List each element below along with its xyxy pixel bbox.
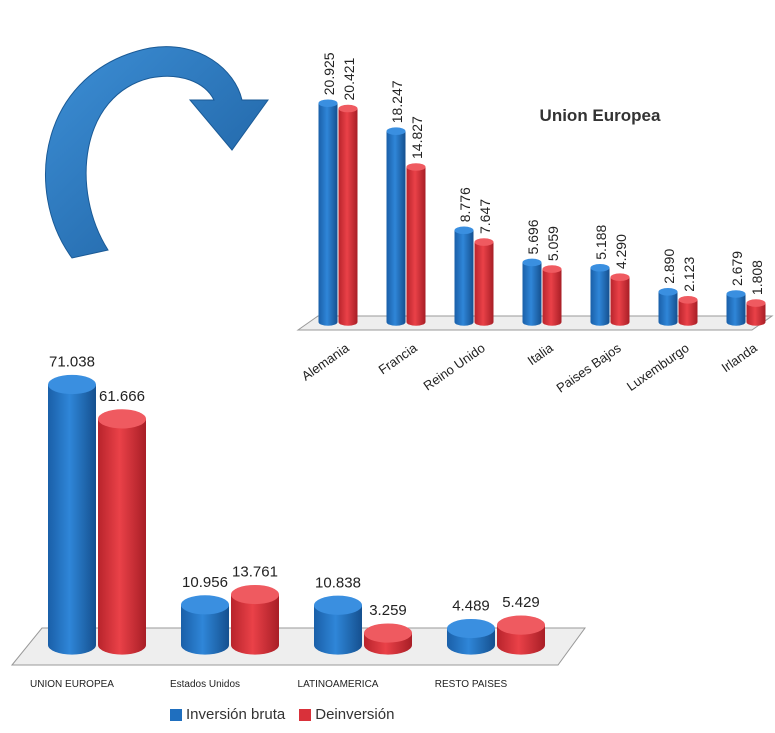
upper-value-label: 20.421: [341, 57, 357, 100]
lower-category-label: RESTO PAISES: [435, 679, 508, 690]
upper-bar-inversion-4: [590, 263, 610, 326]
lower-value-label: 4.489: [452, 598, 490, 615]
upper-bar-deinversion-6: [746, 299, 766, 326]
legend-swatch-inversion: [170, 708, 182, 721]
upper-value-label: 7.647: [477, 199, 493, 234]
legend-item-inversion: Inversión bruta: [170, 706, 285, 723]
lower-value-label: 71.038: [49, 354, 95, 371]
upper-category-label: Reino Unido: [421, 340, 488, 393]
upper-bar-inversion-5: [658, 287, 678, 326]
lower-bar-inversion-1: [181, 595, 229, 655]
upper-category-label: Luxemburgo: [624, 340, 692, 394]
upper-bar-deinversion-5: [678, 296, 698, 326]
upper-value-label: 20.925: [321, 52, 337, 95]
lower-bar-inversion-0: [48, 374, 96, 655]
upper-bar-inversion-3: [522, 258, 542, 326]
lower-bar-inversion-3: [447, 618, 495, 655]
upper-bar-deinversion-0: [338, 104, 358, 326]
upper-value-label: 2.679: [729, 251, 745, 286]
upper-bar-inversion-1: [386, 127, 406, 326]
lower-value-label: 13.761: [232, 564, 278, 581]
upper-value-label: 4.290: [613, 234, 629, 269]
upper-bar-inversion-6: [726, 290, 746, 326]
lower-bar-inversion-2: [314, 595, 362, 655]
lower-bar-deinversion-3: [497, 615, 545, 655]
upper-value-label: 2.123: [681, 257, 697, 292]
lower-value-label: 61.666: [99, 388, 145, 405]
legend-label-deinversion: Deinversión: [315, 706, 395, 723]
upper-bar-inversion-0: [318, 99, 338, 326]
upper-bar-deinversion-3: [542, 265, 562, 326]
legend-item-deinversion: Deinversión: [299, 706, 394, 723]
lower-chart-bars: [48, 374, 545, 655]
legend-label-inversion: Inversión bruta: [186, 706, 286, 723]
upper-value-label: 18.247: [389, 80, 405, 123]
upper-value-label: 5.696: [525, 219, 541, 254]
lower-category-label: LATINOAMERICA: [298, 679, 379, 690]
upper-chart-bars: [318, 99, 766, 326]
legend: Inversión bruta Deinversión: [170, 706, 402, 723]
upper-value-label: 2.890: [661, 249, 677, 284]
upper-value-label: 1.808: [749, 260, 765, 295]
lower-value-label: 10.956: [182, 574, 228, 591]
upper-value-label: 5.059: [545, 226, 561, 261]
lower-value-label: 3.259: [369, 602, 407, 619]
lower-value-label: 5.429: [502, 594, 540, 611]
legend-swatch-deinversion: [299, 708, 312, 721]
upper-category-label: Alemania: [299, 340, 353, 384]
lower-chart-floor: [10, 627, 586, 666]
upper-value-label: 14.827: [409, 116, 425, 159]
upper-bar-deinversion-1: [406, 163, 426, 326]
upper-bar-inversion-2: [454, 226, 474, 326]
lower-bar-deinversion-2: [364, 623, 412, 655]
upper-value-label: 5.188: [593, 225, 609, 260]
upper-bar-deinversion-2: [474, 238, 494, 326]
upper-category-label: Paises Bajos: [554, 340, 625, 396]
lower-bar-deinversion-0: [98, 409, 146, 655]
upper-category-label: Irlanda: [719, 340, 761, 376]
curved-arrow-icon: [45, 46, 269, 259]
lower-value-label: 10.838: [315, 574, 361, 591]
lower-bar-deinversion-1: [231, 584, 279, 655]
upper-category-label: Italia: [525, 340, 557, 368]
upper-value-label: 8.776: [457, 187, 473, 222]
lower-category-label: UNION EUROPEA: [30, 679, 114, 690]
lower-category-label: Estados Unidos: [170, 679, 240, 690]
upper-category-label: Francia: [376, 340, 421, 378]
upper-chart-title: Union Europea: [540, 106, 661, 125]
upper-bar-deinversion-4: [610, 273, 630, 326]
